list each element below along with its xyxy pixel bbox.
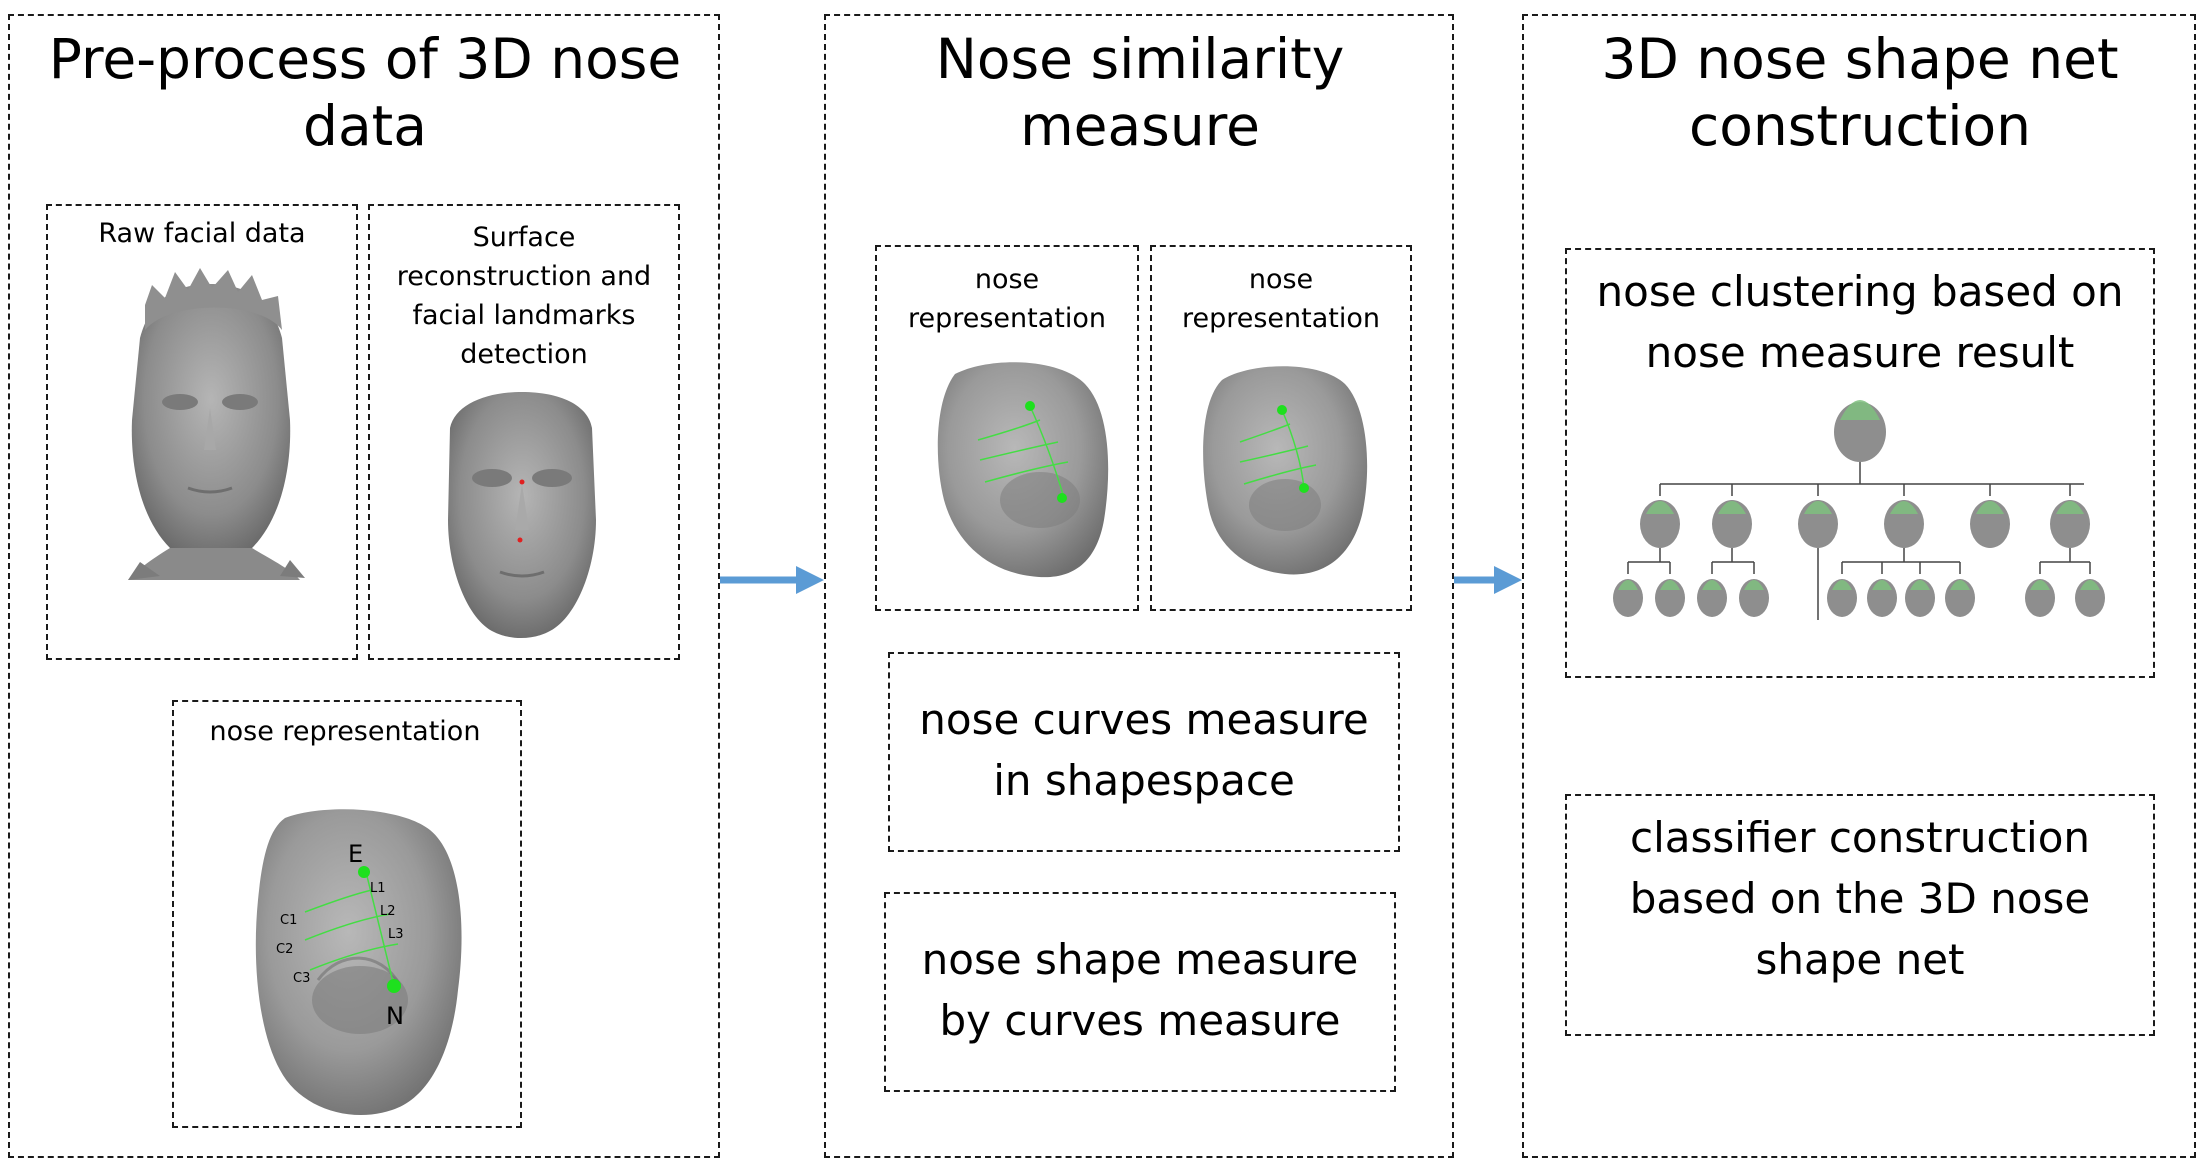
nose-thumbnail xyxy=(1712,500,1752,548)
curves-measure-text: nose curves measure in shapespace xyxy=(919,695,1369,805)
nose-representation-image xyxy=(255,809,462,1116)
curve-label: C2 xyxy=(276,942,293,957)
classifier-box xyxy=(1565,794,2155,1036)
nose-thumbnail xyxy=(2050,500,2090,548)
nose-thumbnail xyxy=(2075,579,2105,617)
curve-label: C3 xyxy=(293,971,310,986)
construction-panel xyxy=(1522,14,2196,1158)
arrow-right-icon xyxy=(1454,566,1522,594)
clustering-box xyxy=(1565,248,2155,678)
curves-measure-box xyxy=(888,652,1400,852)
nose-thumbnail xyxy=(1739,579,1769,617)
curve-label: C1 xyxy=(280,913,297,928)
nose-thumbnail xyxy=(1655,579,1685,617)
nose-thumbnail xyxy=(2025,579,2055,617)
nose-thumbnail xyxy=(1798,500,1838,548)
rep-right-box xyxy=(1150,245,1412,611)
nose-thumbnail xyxy=(1945,579,1975,617)
landmark-labels: E N L1 L2 L3 C1 C2 C3 xyxy=(276,840,404,1030)
nose-representation-right-image xyxy=(1203,366,1368,575)
rep-left-box xyxy=(875,245,1139,611)
nose-representation-left-image xyxy=(937,362,1109,578)
line-label: L2 xyxy=(380,904,396,919)
clustering-text: nose clustering based on nose measure re… xyxy=(1596,267,2124,377)
nose-thumbnail xyxy=(1905,579,1935,617)
preprocess-panel xyxy=(8,14,720,1158)
raw-facial-label: Raw facial data xyxy=(98,218,306,249)
nose-rep-label: nose representation xyxy=(209,716,481,747)
line-label: L3 xyxy=(388,927,404,942)
shape-measure-text: nose shape measure by curves measure xyxy=(921,935,1359,1045)
nose-rep-box xyxy=(172,700,522,1128)
nose-thumbnail xyxy=(1697,579,1727,617)
preprocess-title: Pre-process of 3D nose data xyxy=(48,27,682,159)
nose-thumbnail xyxy=(1640,500,1680,548)
nose-thumbnail xyxy=(1834,400,1886,462)
surface-recon-box xyxy=(368,204,680,660)
nose-thumbnail xyxy=(1970,500,2010,548)
similarity-panel xyxy=(824,14,1454,1158)
nose-thumbnail xyxy=(1827,579,1857,617)
reconstructed-face-image xyxy=(448,392,596,638)
nose-thumbnail xyxy=(1884,500,1924,548)
classifier-text: classifier construction based on the 3D … xyxy=(1629,813,2091,984)
landmark-n-label: N xyxy=(386,1002,404,1030)
raw-facial-box xyxy=(46,204,358,660)
construction-title: 3D nose shape net construction xyxy=(1601,27,2119,159)
cluster-tree-image xyxy=(1627,460,2091,620)
similarity-title: Nose similarity measure xyxy=(935,27,1345,159)
arrow-right-icon xyxy=(720,566,824,594)
nose-thumbnail xyxy=(1613,579,1643,617)
landmark-e-label: E xyxy=(348,840,363,868)
raw-face-scan-image xyxy=(128,268,305,580)
line-label: L1 xyxy=(370,881,386,896)
shape-measure-box xyxy=(884,892,1396,1092)
rep-left-label: nose representation xyxy=(907,264,1107,335)
surface-recon-label: Surface reconstruction and facial landma… xyxy=(396,222,652,371)
rep-right-label: nose representation xyxy=(1181,264,1381,335)
nose-thumbnail xyxy=(1867,579,1897,617)
cluster-nose-thumbnails xyxy=(1613,400,2105,617)
